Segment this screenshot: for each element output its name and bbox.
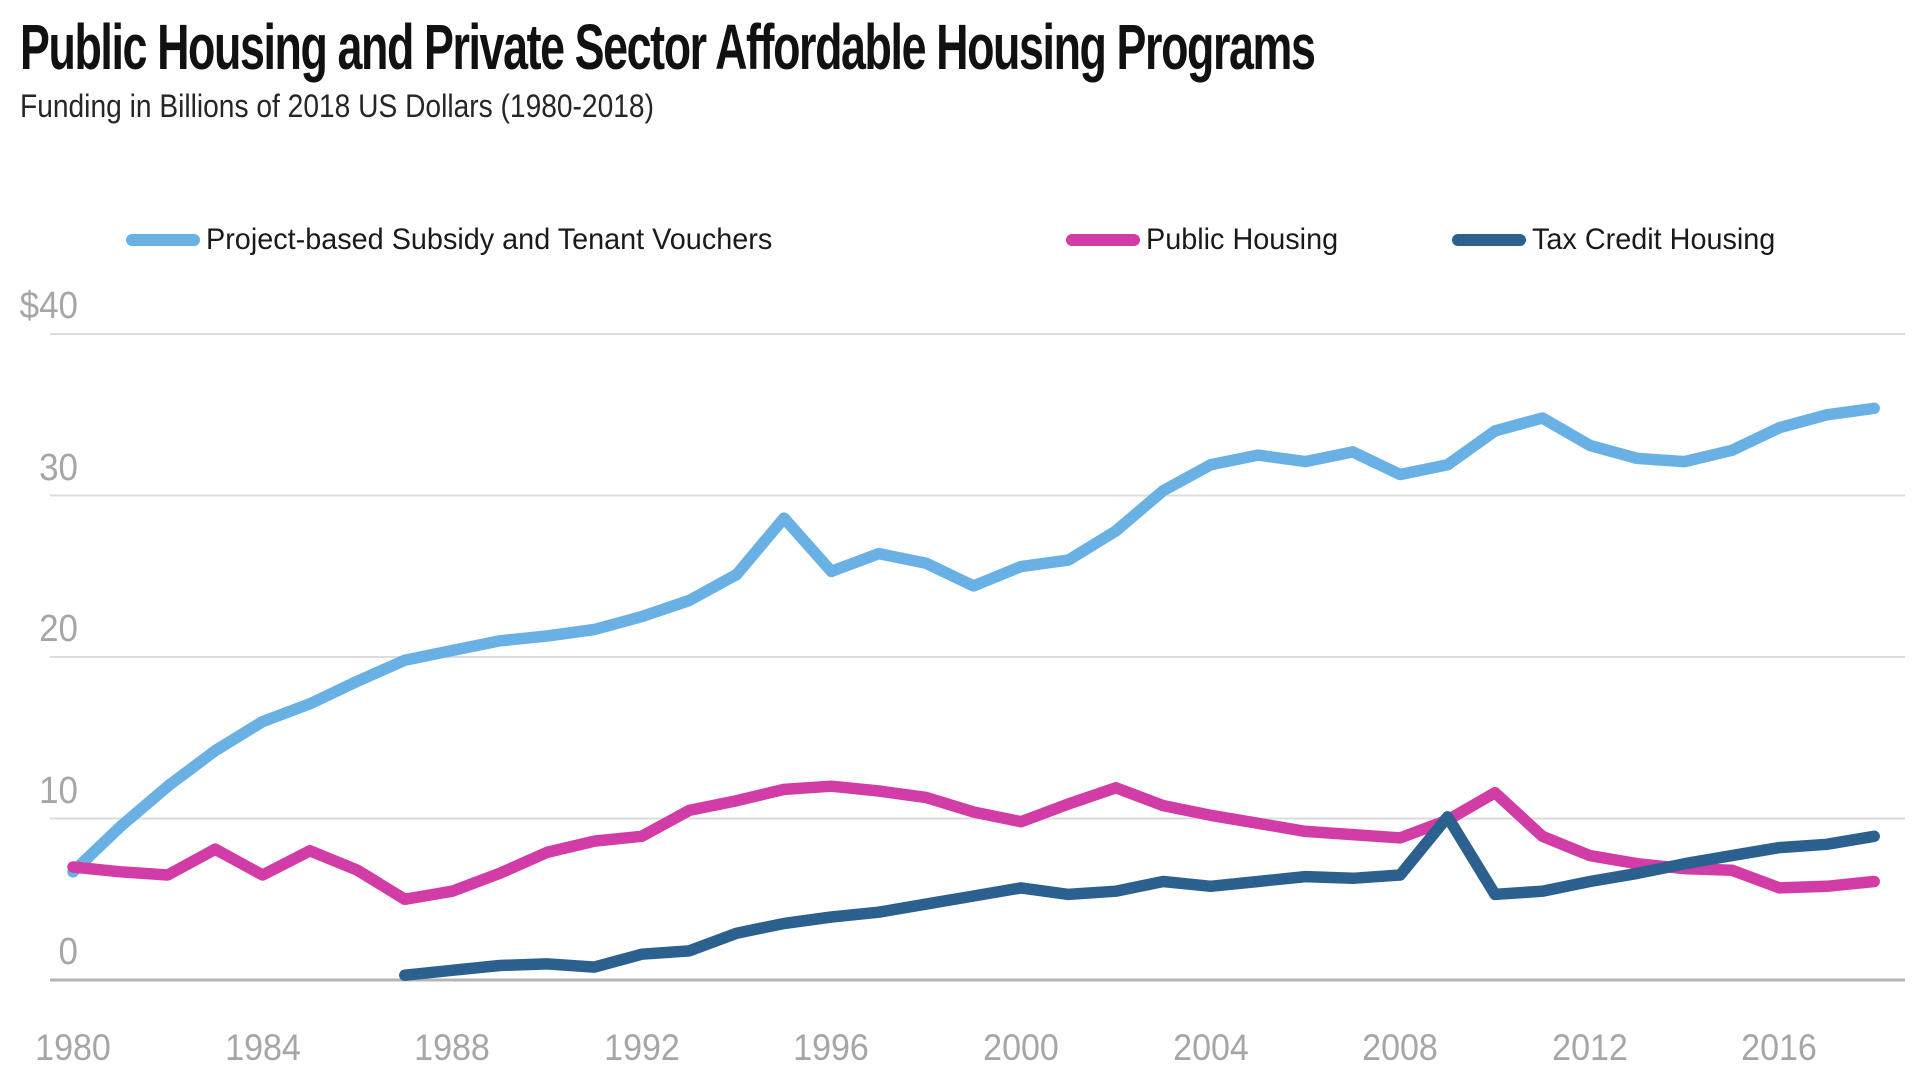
x-tick-label-2008: 2008	[1362, 1027, 1439, 1068]
x-tick-label-1984: 1984	[224, 1027, 301, 1068]
series-line-public-housing	[67, 780, 1880, 906]
vouchers-line-swatch-icon	[126, 234, 200, 246]
page-title: Public Housing and Private Sector Afford…	[20, 11, 1316, 83]
legend-label: Tax Credit Housing	[1532, 223, 1776, 256]
y-tick-label-40: $40	[19, 285, 78, 327]
legend-label: Project-based Subsidy and Tenant Voucher…	[206, 223, 773, 256]
x-tick-label-1988: 1988	[414, 1027, 491, 1068]
y-tick-label-10: 10	[39, 769, 78, 812]
y-tick-label-30: 30	[39, 446, 78, 489]
legend-item-tax-credit: Tax Credit Housing	[1452, 216, 1785, 264]
x-tick-label-2000: 2000	[983, 1027, 1059, 1068]
x-tick-label-2004: 2004	[1172, 1027, 1249, 1068]
x-tick-label-1980: 1980	[35, 1027, 111, 1068]
legend: Project-based Subsidy and Tenant Voucher…	[0, 216, 1927, 264]
y-tick-label-20: 20	[39, 608, 78, 650]
chart-subtitle: Funding in Billions of 2018 US Dollars (…	[20, 88, 654, 124]
legend-label: Public Housing	[1146, 223, 1339, 256]
y-tick-label-0: 0	[58, 931, 78, 973]
public-housing-line-swatch-icon	[1066, 234, 1140, 246]
legend-item-vouchers: Project-based Subsidy and Tenant Voucher…	[126, 216, 796, 264]
series-line-tax-credit-housing	[399, 811, 1880, 981]
x-tick-label-1992: 1992	[603, 1027, 680, 1068]
legend-item-public-housing: Public Housing	[1066, 216, 1346, 264]
tax-credit-line-swatch-icon	[1452, 234, 1526, 246]
x-tick-label-1996: 1996	[793, 1027, 870, 1068]
x-tick-label-2012: 2012	[1551, 1027, 1628, 1068]
x-tick-label-2016: 2016	[1741, 1027, 1818, 1068]
series-line-project-based-subsidy-and-tenant-vouchers	[67, 402, 1880, 878]
